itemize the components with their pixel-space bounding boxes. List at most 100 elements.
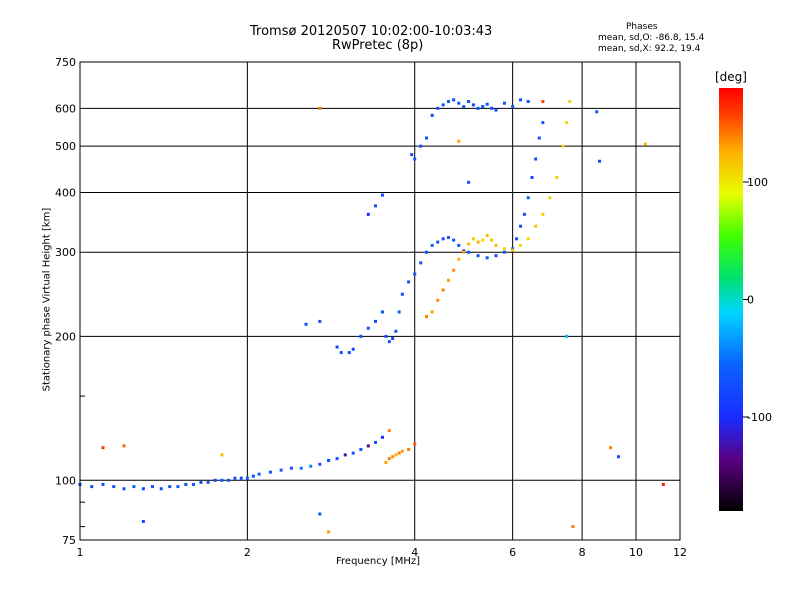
echo-point [457,243,461,247]
echo-point [335,345,339,349]
echo-point [227,478,231,482]
echo-point [502,250,506,254]
echo-point [397,310,401,314]
echo-point [425,250,429,254]
echo-point [494,254,498,258]
echo-point [616,455,620,459]
echo-point [541,121,545,125]
echo-point [425,315,429,319]
echo-point [220,453,224,457]
echo-point [176,485,180,489]
x-axis-label: Frequency [MHz] [336,556,421,567]
y-tick-label: 500 [55,140,76,153]
echo-point [304,322,308,326]
echo-point [643,142,647,146]
echo-point [494,243,498,247]
phases-line-o: mean, sd,O: -86.8, 15.4 [598,33,705,43]
y-tick-label: 750 [55,56,76,69]
echo-point [257,472,261,476]
echo-point [413,272,417,276]
echo-point [526,237,530,241]
echo-point [394,453,398,457]
y-tick-label: 300 [55,246,76,259]
echo-point [318,106,322,110]
echo-point [213,478,217,482]
echo-point [407,447,411,451]
echo-point [90,485,94,489]
echo-point [199,480,203,484]
echo-point [471,103,475,107]
echo-point [502,101,506,105]
echo-point [519,98,523,102]
echo-point [122,444,126,448]
echo-point [380,435,384,439]
echo-point [537,136,541,140]
echo-point [462,105,466,109]
echo-point [400,449,404,453]
echo-point [446,236,450,240]
echo-point [391,336,395,340]
echo-point [530,175,534,179]
echo-point [441,237,445,241]
echo-point [541,100,545,104]
x-tick-label: 8 [579,546,586,559]
echo-point [206,480,210,484]
echo-point [490,238,494,242]
echo-point [457,257,461,261]
echo-point [471,237,475,241]
echo-point [251,474,255,478]
echo-point [565,334,569,338]
echo-point [387,340,391,344]
echo-point [441,103,445,107]
echo-point [541,212,545,216]
echo-point [359,447,363,451]
echo-point [467,250,471,254]
echo-point [413,442,417,446]
echo-point [299,466,303,470]
echo-point [419,144,423,148]
y-tick-label: 100 [55,474,76,487]
echo-point [561,144,565,148]
echo-point [407,280,411,284]
echo-point [534,224,538,228]
echo-point [384,334,388,338]
echo-point [384,460,388,464]
x-tick-label: 4 [411,546,418,559]
echo-point [481,105,485,109]
echo-point [268,470,272,474]
echo-point [279,468,283,472]
colorbar [719,88,743,511]
x-tick-label: 12 [673,546,687,559]
echo-point [289,466,293,470]
echo-point [220,478,224,482]
echo-point [511,105,515,109]
echo-point [339,351,343,355]
echo-point [515,237,519,241]
colorbar-tick-label: 0 [747,294,754,307]
echo-point [430,310,434,314]
echo-point [373,204,377,208]
y-tick-label: 400 [55,186,76,199]
echo-point [519,243,523,247]
echo-point [526,100,530,104]
echo-point [245,476,249,480]
echo-point [159,487,163,491]
colorbar-tick-label: 100 [747,176,768,189]
echo-point [481,238,485,242]
echo-point [335,457,339,461]
echo-point [467,180,471,184]
echo-point [441,288,445,292]
echo-point [239,476,243,480]
echo-point [387,457,391,461]
echo-point [366,444,370,448]
echo-point [112,485,116,489]
echo-point [168,485,172,489]
echo-point [366,326,370,330]
echo-point [373,440,377,444]
echo-point [548,196,552,200]
echo-point [327,530,331,534]
echo-point [425,136,429,140]
echo-point [318,462,322,466]
echo-point [141,487,145,491]
echo-point [598,159,602,163]
